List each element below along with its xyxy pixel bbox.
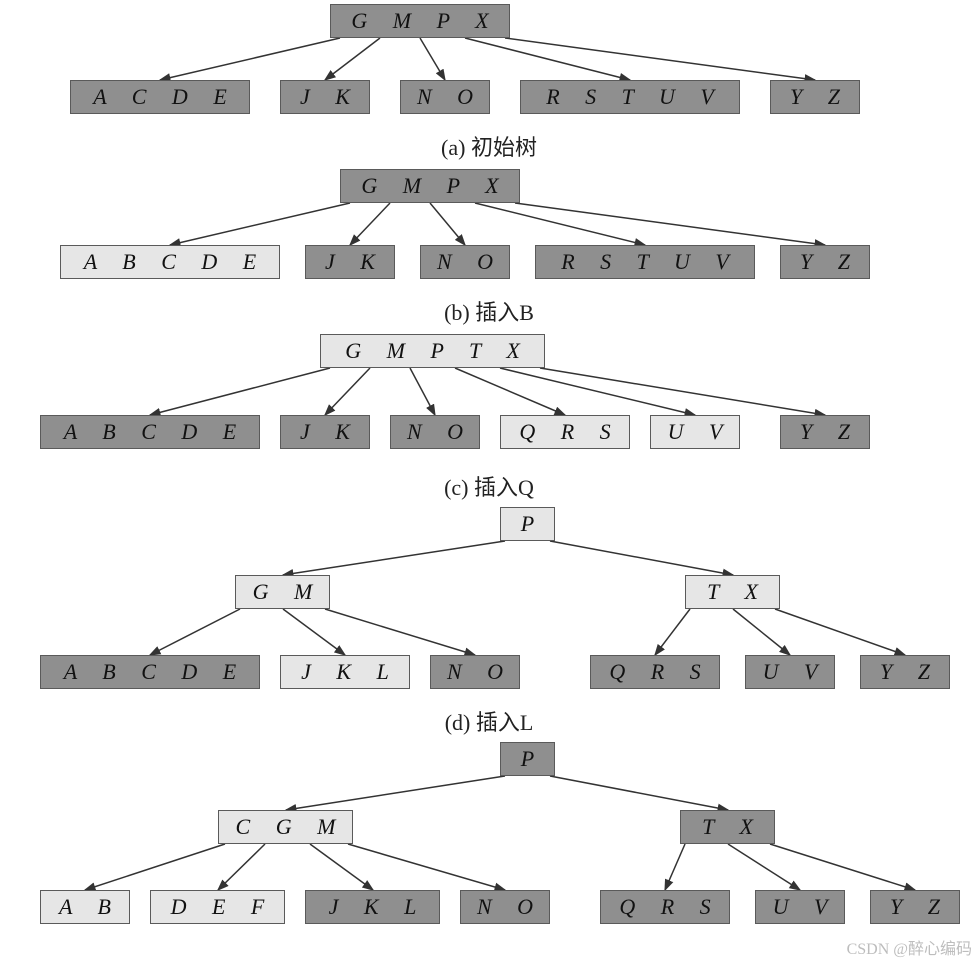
panel-b: G M P X A B C D E J K N O R S T U V Y Z (b) 插入…: [0, 165, 978, 330]
node-c-root: G M P T X: [320, 334, 545, 368]
node-d-l: G M: [235, 575, 330, 609]
node-b-c4: R S T U V: [535, 245, 755, 279]
node-b-c2: J K: [305, 245, 395, 279]
node-e-l3: J K L: [305, 890, 440, 924]
node-c-c4: Q R S: [500, 415, 630, 449]
node-a-c1: A C D E: [70, 80, 250, 114]
node-d-l1: A B C D E: [40, 655, 260, 689]
node-c-c3: N O: [390, 415, 480, 449]
node-c-c2: J K: [280, 415, 370, 449]
node-d-r3: Y Z: [860, 655, 950, 689]
node-b-root: G M P X: [340, 169, 520, 203]
caption-c: (c) 插入Q: [0, 470, 978, 502]
node-e-r: T X: [680, 810, 775, 844]
node-a-c5: Y Z: [770, 80, 860, 114]
watermark: CSDN @醉心编码: [847, 935, 972, 959]
node-e-r1: Q R S: [600, 890, 730, 924]
caption-d: (d) 插入L: [0, 705, 978, 737]
node-d-l3: N O: [430, 655, 520, 689]
panel-c: G M P T X A B C D E J K N O Q R S U V Y Z (c) 插…: [0, 330, 978, 505]
node-d-r2: U V: [745, 655, 835, 689]
node-e-r2: U V: [755, 890, 845, 924]
node-d-l2: J K L: [280, 655, 410, 689]
node-e-l: C G M: [218, 810, 353, 844]
panel-a: G M P X A C D E J K N O R S T U V Y Z (a) 初始树: [0, 0, 978, 165]
node-a-c2: J K: [280, 80, 370, 114]
node-a-c3: N O: [400, 80, 490, 114]
node-b-c5: Y Z: [780, 245, 870, 279]
panel-d: P G M T X A B C D E J K L N O Q R S U V Y Z (d) 插…: [0, 505, 978, 740]
node-d-root: P: [500, 507, 555, 541]
node-e-root: P: [500, 742, 555, 776]
node-e-l2: D E F: [150, 890, 285, 924]
node-e-r3: Y Z: [870, 890, 960, 924]
node-e-l1: A B: [40, 890, 130, 924]
node-d-r: T X: [685, 575, 780, 609]
node-c-c5: U V: [650, 415, 740, 449]
caption-b: (b) 插入B: [0, 295, 978, 327]
node-b-c3: N O: [420, 245, 510, 279]
node-a-c4: R S T U V: [520, 80, 740, 114]
panel-e: P C G M T X A B D E F J K L N O Q R S U V Y Z CSDN…: [0, 740, 978, 975]
caption-a: (a) 初始树: [0, 130, 978, 162]
node-e-l4: N O: [460, 890, 550, 924]
node-d-r1: Q R S: [590, 655, 720, 689]
node-c-c1: A B C D E: [40, 415, 260, 449]
node-a-root: G M P X: [330, 4, 510, 38]
node-b-c1: A B C D E: [60, 245, 280, 279]
node-c-c6: Y Z: [780, 415, 870, 449]
